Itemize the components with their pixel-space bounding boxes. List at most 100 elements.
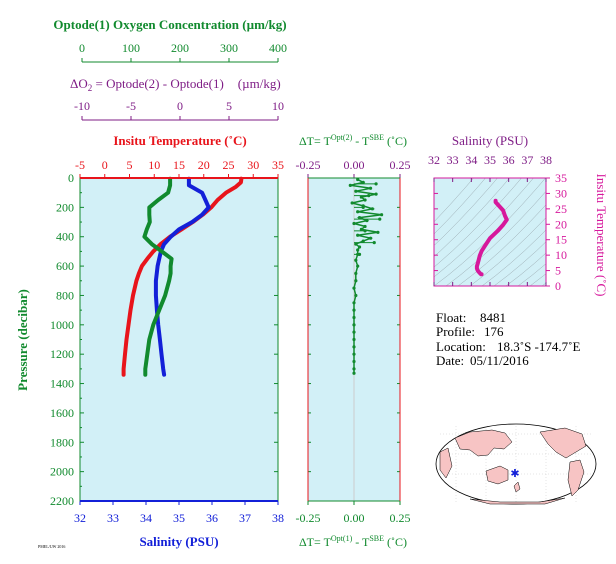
- delta-o2-axis-tick-label: -10: [74, 99, 90, 113]
- dt-opt2-point: [350, 201, 354, 205]
- temperature-tick-label: 5: [127, 158, 133, 172]
- dt-opt1-point: [372, 241, 376, 245]
- isopycnal-line: [457, 204, 546, 286]
- delta-o2-axis: -10 -5 0 5 10: [74, 99, 284, 121]
- map-land-nz: [513, 481, 521, 493]
- location-map: ✱: [435, 423, 597, 505]
- float-info: Float: 8481 Profile: 176 Location: 18.3˚…: [436, 310, 580, 368]
- location-value: 18.3˚S -174.7˚E: [497, 339, 580, 354]
- dt-opt2-point: [365, 218, 369, 223]
- pressure-tick-label: 1800: [50, 435, 74, 449]
- dt-opt2-point: [357, 216, 362, 220]
- temperature-tick-label: 25: [223, 158, 235, 172]
- isopycnal-line: [434, 178, 498, 246]
- dt-opt2-point: [352, 371, 356, 375]
- map-land-australia: [485, 465, 509, 485]
- ts-temp-tick-label: 35: [555, 171, 567, 185]
- dt-opt2-point: [352, 323, 356, 327]
- dt-opt2-point: [354, 242, 358, 246]
- dt-opt2-point: [370, 207, 374, 211]
- dt-opt2-point: [356, 264, 360, 268]
- dt-opt2-point: [374, 192, 378, 196]
- oxygen-axis: 0 100 200 300 400: [79, 41, 287, 63]
- ts-salinity-tick-label: 34: [465, 153, 477, 167]
- salinity-tick-label: 32: [74, 511, 86, 525]
- dt-opt2-point: [352, 308, 356, 312]
- delta-o2-axis-tick-label: 5: [226, 99, 232, 113]
- dt-opt2-point: [356, 233, 360, 237]
- dt-opt2-point: [376, 230, 380, 234]
- temperature-axis-title: Insitu Temperature (˚C): [113, 133, 246, 148]
- isopycnal-line: [434, 178, 510, 258]
- map-land-asia: [454, 429, 513, 457]
- salinity-tick-label: 38: [272, 511, 284, 525]
- dt-bottom-tick-label: -0.25: [296, 511, 321, 525]
- ts-temp-tick-label: 15: [555, 233, 567, 247]
- dt-opt2-point: [352, 301, 356, 305]
- pressure-tick-label: 0: [68, 171, 74, 185]
- ts-salinity-tick-label: 38: [540, 153, 552, 167]
- dt-opt2-point: [354, 271, 358, 276]
- ts-temp-tick-label: 20: [555, 217, 567, 231]
- isopycnal-line: [517, 263, 546, 286]
- dt-opt2-point: [356, 177, 360, 182]
- isopycnal-line: [434, 178, 534, 278]
- salinity-tick-label: 35: [173, 511, 185, 525]
- dt-opt2-point: [352, 286, 356, 290]
- pressure-tick-label: 600: [56, 259, 74, 273]
- footnote: PMEL/UW 2016: [38, 544, 65, 549]
- oxygen-axis-title: Optode(1) Oxygen Concentration (µm/kg): [53, 17, 286, 32]
- delta-o2-axis-tick-label: 10: [272, 99, 284, 113]
- pressure-tick-label: 400: [56, 230, 74, 244]
- dt-opt1-point: [357, 252, 362, 256]
- dt-top-tick-label: 0.00: [344, 158, 365, 172]
- dt-opt2-point: [352, 345, 356, 349]
- oxygen-axis-tick-label: 0: [79, 41, 85, 55]
- dt-opt2-point: [356, 248, 360, 252]
- dt-opt2-point: [361, 239, 365, 243]
- dt-opt2-point: [359, 195, 363, 199]
- dt-opt2-point: [363, 224, 367, 229]
- location-label: Location:: [436, 339, 486, 354]
- pressure-tick-label: 1600: [50, 406, 74, 420]
- oxygen-profile-line: [142, 176, 174, 377]
- pressure-tick-label: 1400: [50, 377, 74, 391]
- dt-bottom-tick-label: 0.00: [344, 511, 365, 525]
- dt-opt2-point: [354, 279, 358, 283]
- temperature-profile-line: [121, 176, 244, 377]
- map-land-africa: [439, 447, 453, 479]
- isopycnal-line: [469, 217, 546, 286]
- temperature-tick-label: 35: [272, 158, 284, 172]
- dt-opt2-point: [359, 227, 363, 231]
- ts-temperature-title: Insitu Temperature (˚C): [594, 173, 609, 296]
- map-land-antarctica: [469, 497, 566, 505]
- dt-opt2-point: [352, 359, 356, 364]
- float-label: Float:: [436, 310, 466, 325]
- isopycnal-line: [445, 190, 546, 286]
- dt-opt1-point: [363, 229, 367, 233]
- map-land-samerica: [567, 459, 585, 497]
- dt-opt2-point: [352, 330, 356, 334]
- temperature-tick-label: -5: [75, 158, 85, 172]
- dt-opt2-point: [352, 352, 356, 356]
- pressure-tick-label: 2200: [50, 494, 74, 508]
- dt-bottom-tick-label: 0.25: [390, 511, 411, 525]
- dt-opt1-point: [361, 205, 365, 209]
- dt-opt2-point: [357, 245, 362, 249]
- salinity-tick-label: 36: [206, 511, 218, 525]
- ts-temp-tick-label: 0: [555, 279, 561, 293]
- pressure-axis-title: Pressure (decibar): [15, 289, 30, 391]
- dt-opt2-point: [352, 367, 356, 371]
- dt-opt2-point: [361, 180, 365, 185]
- isopycnal-line: [493, 241, 546, 286]
- dt-opt2-point: [354, 293, 358, 298]
- dt-opt2-point: [352, 337, 356, 342]
- dt-opt2-point: [368, 236, 373, 240]
- ts-temp-tick-label: 10: [555, 248, 567, 262]
- delta-o2-axis-tick-label: -5: [126, 99, 136, 113]
- pressure-tick-label: 1200: [50, 347, 74, 361]
- date-label: Date:: [436, 353, 464, 368]
- salinity-tick-label: 33: [107, 511, 119, 525]
